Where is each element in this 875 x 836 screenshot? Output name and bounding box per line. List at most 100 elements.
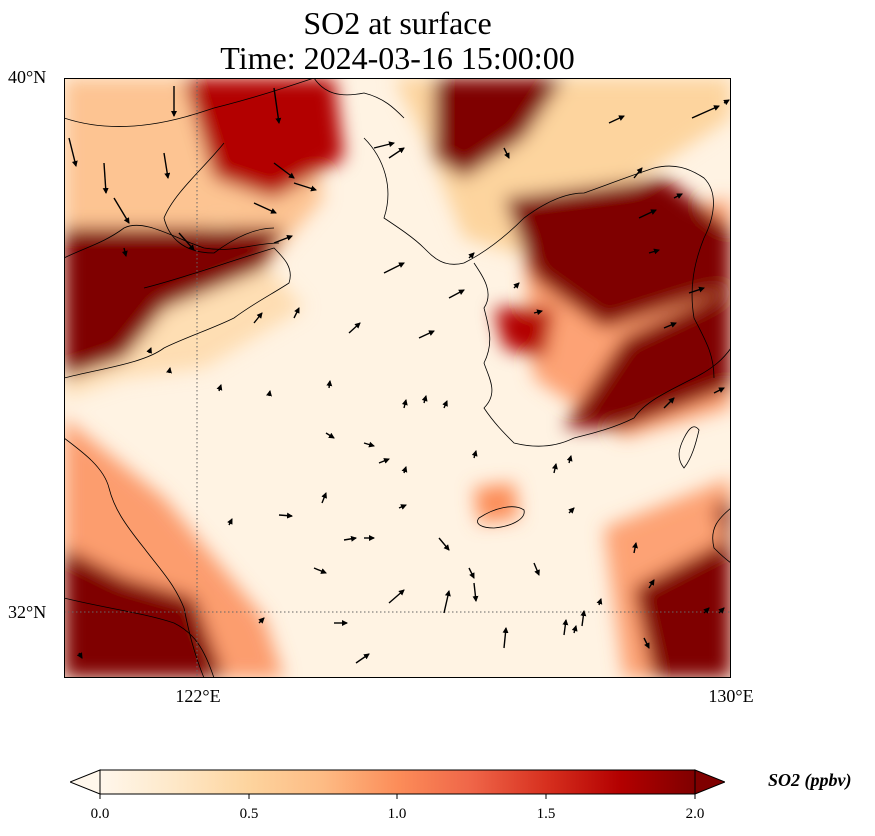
wind-vector-arrow [691,105,720,119]
wind-vector-arrow [448,289,465,299]
wind-vector-arrow [401,399,408,409]
colorbar-tick-label: 1.5 [536,806,556,822]
wind-vector-arrow [216,384,223,392]
wind-vector-arrow [568,507,575,514]
wind-vector-arrow [178,232,195,251]
north-china-plain-plume [64,228,284,378]
korea-west-coast [473,262,575,447]
south-korea-plume [504,178,731,328]
liaoning-plume [184,78,344,198]
wind-vector-arrow [363,441,375,448]
gridlines [64,78,731,678]
lon-tick-label-130e: 130°E [708,686,754,706]
wind-vector-arrow [293,182,317,192]
wind-vector-arrow [102,162,109,194]
wind-vector-arrow [348,322,361,334]
wind-vector-arrow [293,307,300,319]
tsushima-island [678,426,700,469]
wind-vector-arrow [713,387,725,394]
wind-vector-arrow [388,147,405,159]
korea-dmz-border [463,165,714,264]
wind-vector-arrow [502,627,509,649]
wind-vector-arrow [571,625,578,634]
wind-vector-arrow [373,141,395,149]
colorbar-tick-label: 0.5 [239,806,259,822]
bohai-south-coast [64,224,280,259]
east-china-sea-plume [634,538,731,678]
colorbar-tick-label: 1.0 [387,806,407,822]
wind-vector-arrow [643,637,650,649]
wind-vector-arrow [401,466,408,474]
wind-vector-arrow [273,235,293,244]
wind-vector-arrow [438,537,450,551]
wind-vector-arrow [313,567,327,574]
kyushu-coast [712,507,731,564]
wind-vector-arrow [468,567,475,579]
korea-west-coast-plume [494,308,554,358]
wind-vector-arrow [663,322,677,329]
wind-vector-arrow [113,197,130,224]
lat-tick-label-32n: 32°N [8,602,47,622]
wind-vector-arrow [562,619,569,636]
wind-vector-arrow [68,137,78,167]
wind-vector-arrow [355,653,370,664]
liaodong-bay-coast [163,142,275,254]
wind-vector-arrow [326,380,333,389]
map-panel[interactable] [64,78,731,678]
wind-vector-arrow [633,167,643,179]
colorbar-tick-label: 0.0 [90,806,110,822]
coastlines [64,78,731,678]
wind-vector-arrow [673,193,683,199]
wind-vector-arrow [648,579,655,589]
lat-tick-label-40n: 40°N [8,67,47,87]
wind-vector-arrow [421,395,428,404]
map-title: SO2 at surface [303,5,492,41]
wind-vector-arrow [398,504,407,510]
wind-vector-arrow [388,589,405,604]
korea-northwest-coast [363,137,465,265]
colorbar-tick-label: 2.0 [685,806,705,822]
wind-vector-arrow [325,432,335,439]
wind-vector-arrow [632,542,638,554]
colorbar-extend-max [694,769,725,795]
wind-vector-arrow [551,463,558,474]
shandong-peninsula-coast [64,247,291,379]
wind-vector-arrow [723,99,730,106]
wind-vector-arrow [608,115,625,124]
wind-vector-arrow [146,347,152,354]
wind-vector-arrow [580,610,587,627]
so2-concentration-field [64,78,731,678]
china-east-coast [64,437,205,678]
wind-vector-arrow [266,390,272,397]
wind-vector-arrow [278,512,293,519]
jeju-island [477,506,525,529]
yangtze-delta-plume [64,548,224,678]
wind-vector-arrow [648,248,660,255]
wind-vector-arrow [596,598,603,606]
wind-vector-arrow [121,247,128,257]
wind-vector-arrow [442,400,448,409]
liaoning-coast [313,78,405,119]
wind-vector-arrow [566,455,573,464]
wind-vector-arrow [378,458,390,464]
map-subtitle-time: Time: 2024-03-16 15:00:00 [220,40,575,76]
kyushu-plume [564,288,731,428]
wind-vector-arrow [163,152,171,179]
colorbar-gradient [99,769,696,795]
wind-vector-arrow [703,607,710,614]
wind-vector-arrow [76,652,83,659]
wind-vector-arrow [533,309,543,316]
wind-vector-arrow [343,535,357,542]
north-korea-plume [434,78,564,178]
wind-vector-arrow [321,492,327,504]
wind-vector-arrow [513,282,520,289]
bohai-north-coast [64,78,315,127]
lon-tick-label-122e: 122°E [175,686,221,706]
wind-vector-arrow [273,87,282,124]
colorbar-ticks [99,794,696,799]
wind-vector-arrow [472,582,479,602]
korea-south-coast [573,347,731,439]
wind-vector-arrow [468,252,475,259]
japan-southwest-plume [714,498,731,558]
wind-vector-arrow [663,397,675,409]
